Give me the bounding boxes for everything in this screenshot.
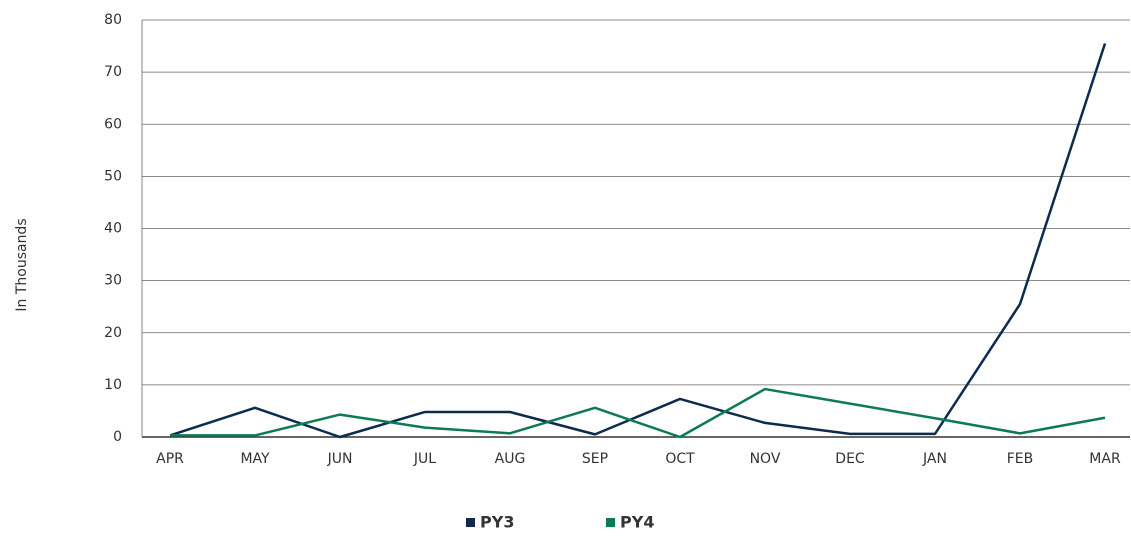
x-tick-label: OCT (665, 451, 695, 467)
line-series (169, 43, 1107, 439)
y-tick-label: 40 (104, 221, 122, 237)
y-tick-label: 10 (104, 377, 122, 393)
line-series (170, 387, 1106, 439)
y-tick-label: 0 (113, 429, 122, 445)
x-tick-label: AUG (495, 451, 526, 467)
y-tick-label: 30 (104, 273, 122, 289)
y-tick-label: 80 (104, 12, 122, 28)
x-tick-label: JUN (327, 451, 353, 467)
x-tick-label: FEB (1007, 451, 1034, 467)
legend-swatch (466, 518, 475, 527)
x-tick-label: MAR (1089, 451, 1121, 467)
x-tick-label: MAY (240, 451, 270, 467)
x-tick-label: DEC (835, 451, 865, 467)
y-tick-label: 50 (104, 168, 122, 184)
legend-label: PY3 (480, 513, 514, 532)
y-axis-label: In Thousands (14, 218, 30, 311)
x-tick-label: APR (156, 451, 184, 467)
legend-label: PY4 (620, 513, 654, 532)
y-tick-label: 60 (104, 116, 122, 132)
x-tick-label: JAN (922, 451, 947, 467)
x-tick-label: JUL (413, 451, 436, 467)
y-tick-label: 20 (104, 325, 122, 341)
y-tick-label: 70 (104, 64, 122, 80)
legend-swatch (606, 518, 615, 527)
x-tick-label: NOV (750, 451, 781, 467)
x-tick-label: SEP (582, 451, 608, 467)
